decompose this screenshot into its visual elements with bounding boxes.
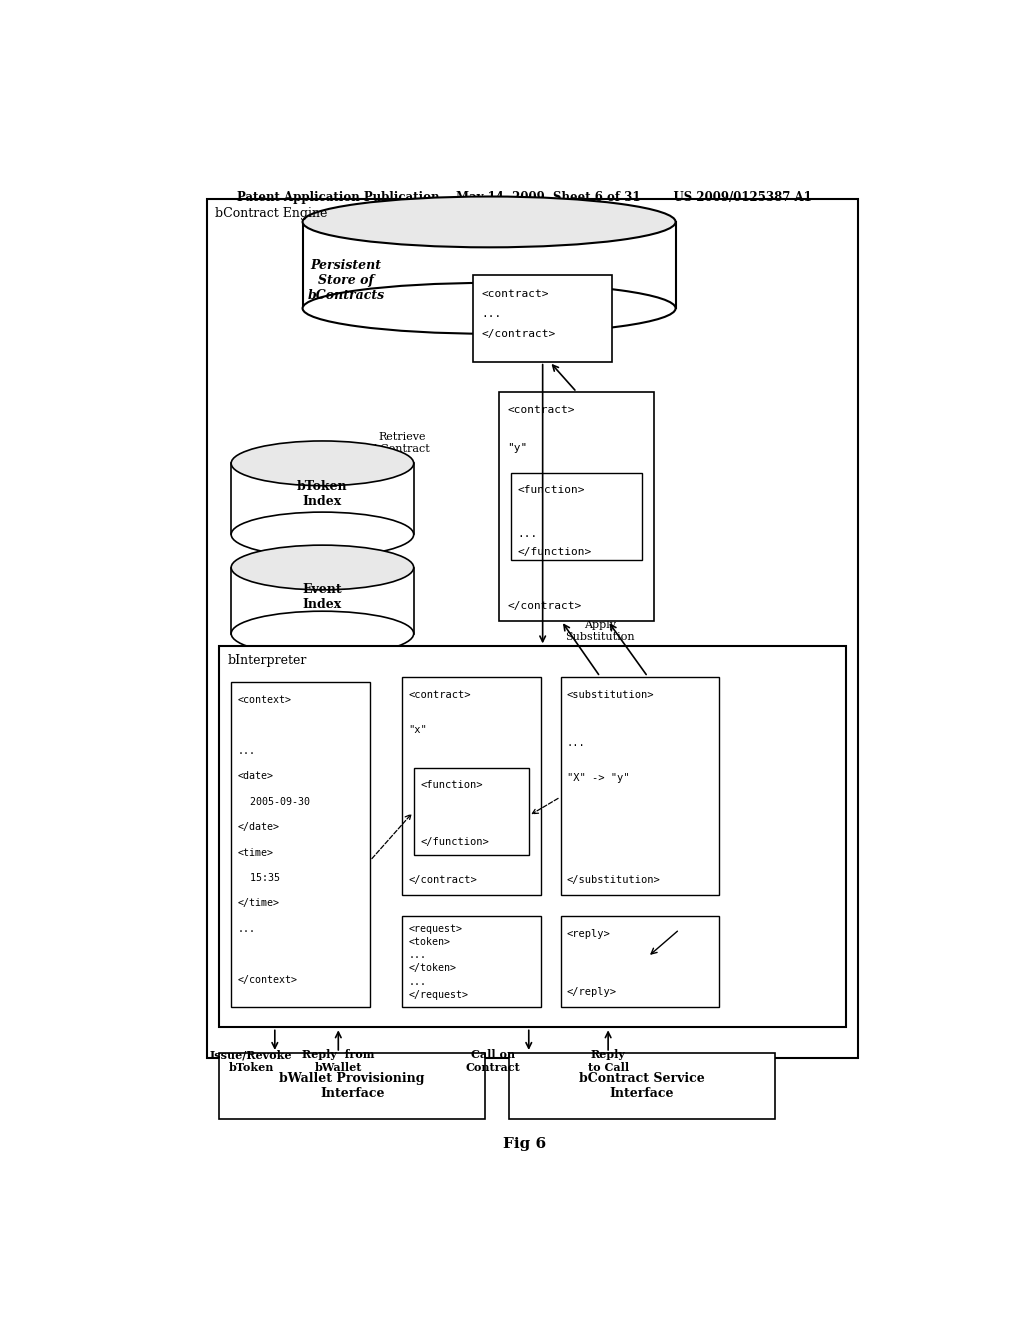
Bar (231, 463, 414, 535)
Text: <substitution>: <substitution> (567, 690, 654, 700)
Text: Retrieve
bContract: Retrieve bContract (374, 432, 430, 454)
Text: Event
Index: Event Index (303, 583, 342, 611)
Text: </substitution>: </substitution> (567, 875, 660, 884)
Text: Persistent
Store of
bContracts: Persistent Store of bContracts (307, 259, 385, 302)
Text: bToken
Index: bToken Index (297, 479, 348, 508)
Text: bContract Engine: bContract Engine (215, 207, 328, 220)
Text: <function>: <function> (518, 484, 585, 495)
Ellipse shape (231, 512, 414, 557)
Bar (303, 222, 676, 309)
Text: <context>: <context> (238, 696, 292, 705)
Bar (231, 568, 414, 634)
Text: <token>: <token> (409, 937, 451, 946)
Bar (473, 276, 612, 362)
Bar (560, 677, 719, 895)
Ellipse shape (303, 197, 676, 247)
Bar (219, 647, 846, 1027)
Text: Call on
Contract: Call on Contract (466, 1049, 520, 1073)
Text: </function>: </function> (420, 837, 488, 847)
Ellipse shape (303, 282, 676, 334)
Text: 2005-09-30: 2005-09-30 (238, 797, 309, 807)
Text: <time>: <time> (238, 847, 273, 858)
Text: Reply
to Call: Reply to Call (588, 1049, 629, 1073)
Ellipse shape (231, 545, 414, 590)
Text: ...: ... (238, 746, 256, 756)
Bar (500, 392, 654, 620)
Bar (219, 1053, 485, 1119)
Text: </token>: </token> (409, 964, 456, 973)
Text: </reply>: </reply> (567, 987, 616, 997)
Text: Store bContract: Store bContract (555, 417, 645, 428)
Text: </request>: </request> (409, 990, 468, 999)
Text: ...: ... (518, 529, 538, 540)
Text: ...: ... (409, 950, 426, 960)
Text: bInterpreter: bInterpreter (227, 655, 306, 668)
Bar (560, 916, 719, 1007)
Text: </contract>: </contract> (507, 601, 582, 611)
Text: 15:35: 15:35 (238, 873, 280, 883)
Bar (231, 682, 370, 1007)
Ellipse shape (231, 611, 414, 656)
Text: </time>: </time> (238, 899, 280, 908)
Text: bContract Service
Interface: bContract Service Interface (579, 1072, 705, 1100)
Text: <request>: <request> (409, 924, 462, 933)
Bar (401, 677, 541, 895)
Text: "x": "x" (409, 725, 427, 735)
Bar (401, 916, 541, 1007)
Text: <function>: <function> (420, 780, 482, 789)
Text: </function>: </function> (518, 546, 592, 557)
Text: "X" -> "y": "X" -> "y" (567, 774, 630, 783)
Text: bWallet Provisioning
Interface: bWallet Provisioning Interface (280, 1072, 425, 1100)
Text: ...: ... (567, 738, 586, 748)
Bar (207, 199, 858, 1057)
Text: Apply
Substitution: Apply Substitution (565, 620, 635, 642)
Bar (511, 474, 642, 560)
Ellipse shape (231, 441, 414, 486)
Text: </contract>: </contract> (409, 875, 477, 884)
Text: </context>: </context> (238, 974, 298, 985)
Text: </date>: </date> (238, 822, 280, 832)
Text: "y": "y" (507, 444, 527, 453)
Text: ...: ... (409, 977, 426, 986)
Text: <reply>: <reply> (567, 929, 610, 939)
Text: Reply  from
bWallet: Reply from bWallet (302, 1049, 375, 1073)
Text: ...: ... (238, 924, 256, 933)
Bar (509, 1053, 775, 1119)
Text: Patent Application Publication    May 14, 2009  Sheet 6 of 31        US 2009/012: Patent Application Publication May 14, 2… (238, 190, 812, 203)
Text: <contract>: <contract> (507, 405, 574, 416)
Text: ...: ... (481, 309, 502, 319)
Text: <contract>: <contract> (409, 690, 471, 700)
Text: <contract>: <contract> (481, 289, 549, 298)
Bar (414, 768, 528, 854)
Text: <date>: <date> (238, 771, 273, 781)
Text: </contract>: </contract> (481, 329, 555, 339)
Text: Issue/Revoke
bToken: Issue/Revoke bToken (210, 1049, 292, 1073)
Text: Fig 6: Fig 6 (503, 1138, 547, 1151)
